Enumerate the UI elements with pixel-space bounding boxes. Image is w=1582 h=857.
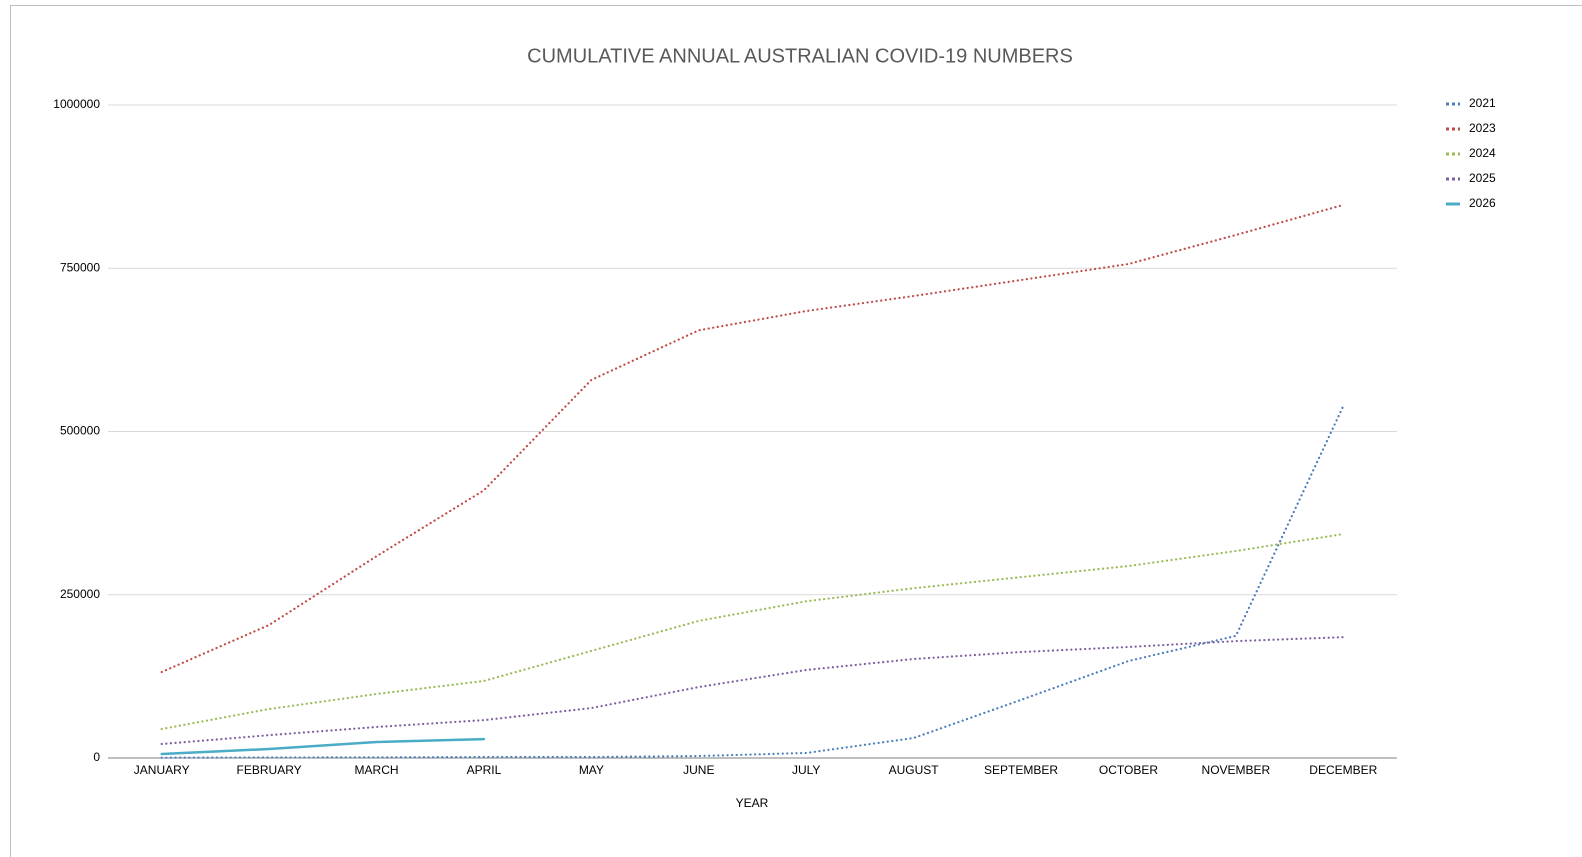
series-line [160, 203, 1345, 674]
x-axis-label: YEAR [736, 796, 769, 810]
legend-label: 2026 [1469, 196, 1496, 210]
series-line [160, 404, 1345, 759]
x-tick-label: APRIL [467, 763, 502, 777]
x-tick-label: NOVEMBER [1202, 763, 1271, 777]
x-tick-label: MAY [579, 763, 604, 777]
series-line [160, 532, 1345, 731]
legend-label: 2021 [1469, 96, 1496, 110]
x-tick-label: AUGUST [889, 763, 940, 777]
x-tick-label: FEBRUARY [237, 763, 302, 777]
x-tick-label: MARCH [355, 763, 399, 777]
y-tick-label: 250000 [60, 587, 100, 601]
x-tick-label: OCTOBER [1099, 763, 1158, 777]
y-tick-label: 0 [93, 750, 100, 764]
x-tick-label: JULY [792, 763, 820, 777]
y-tick-label: 1000000 [53, 97, 100, 111]
legend-label: 2025 [1469, 171, 1496, 185]
y-tick-label: 500000 [60, 424, 100, 438]
y-tick-label: 750000 [60, 260, 100, 274]
x-tick-label: DECEMBER [1309, 763, 1377, 777]
chart-title: CUMULATIVE ANNUAL AUSTRALIAN COVID-19 NU… [527, 45, 1073, 67]
legend-label: 2024 [1469, 146, 1496, 160]
x-tick-label: JUNE [683, 763, 714, 777]
x-tick-label: JANUARY [134, 763, 190, 777]
legend-label: 2023 [1469, 121, 1496, 135]
x-tick-label: SEPTEMBER [984, 763, 1058, 777]
series-line [160, 636, 1345, 746]
chart-frame [10, 5, 1582, 857]
series-line [160, 737, 486, 756]
